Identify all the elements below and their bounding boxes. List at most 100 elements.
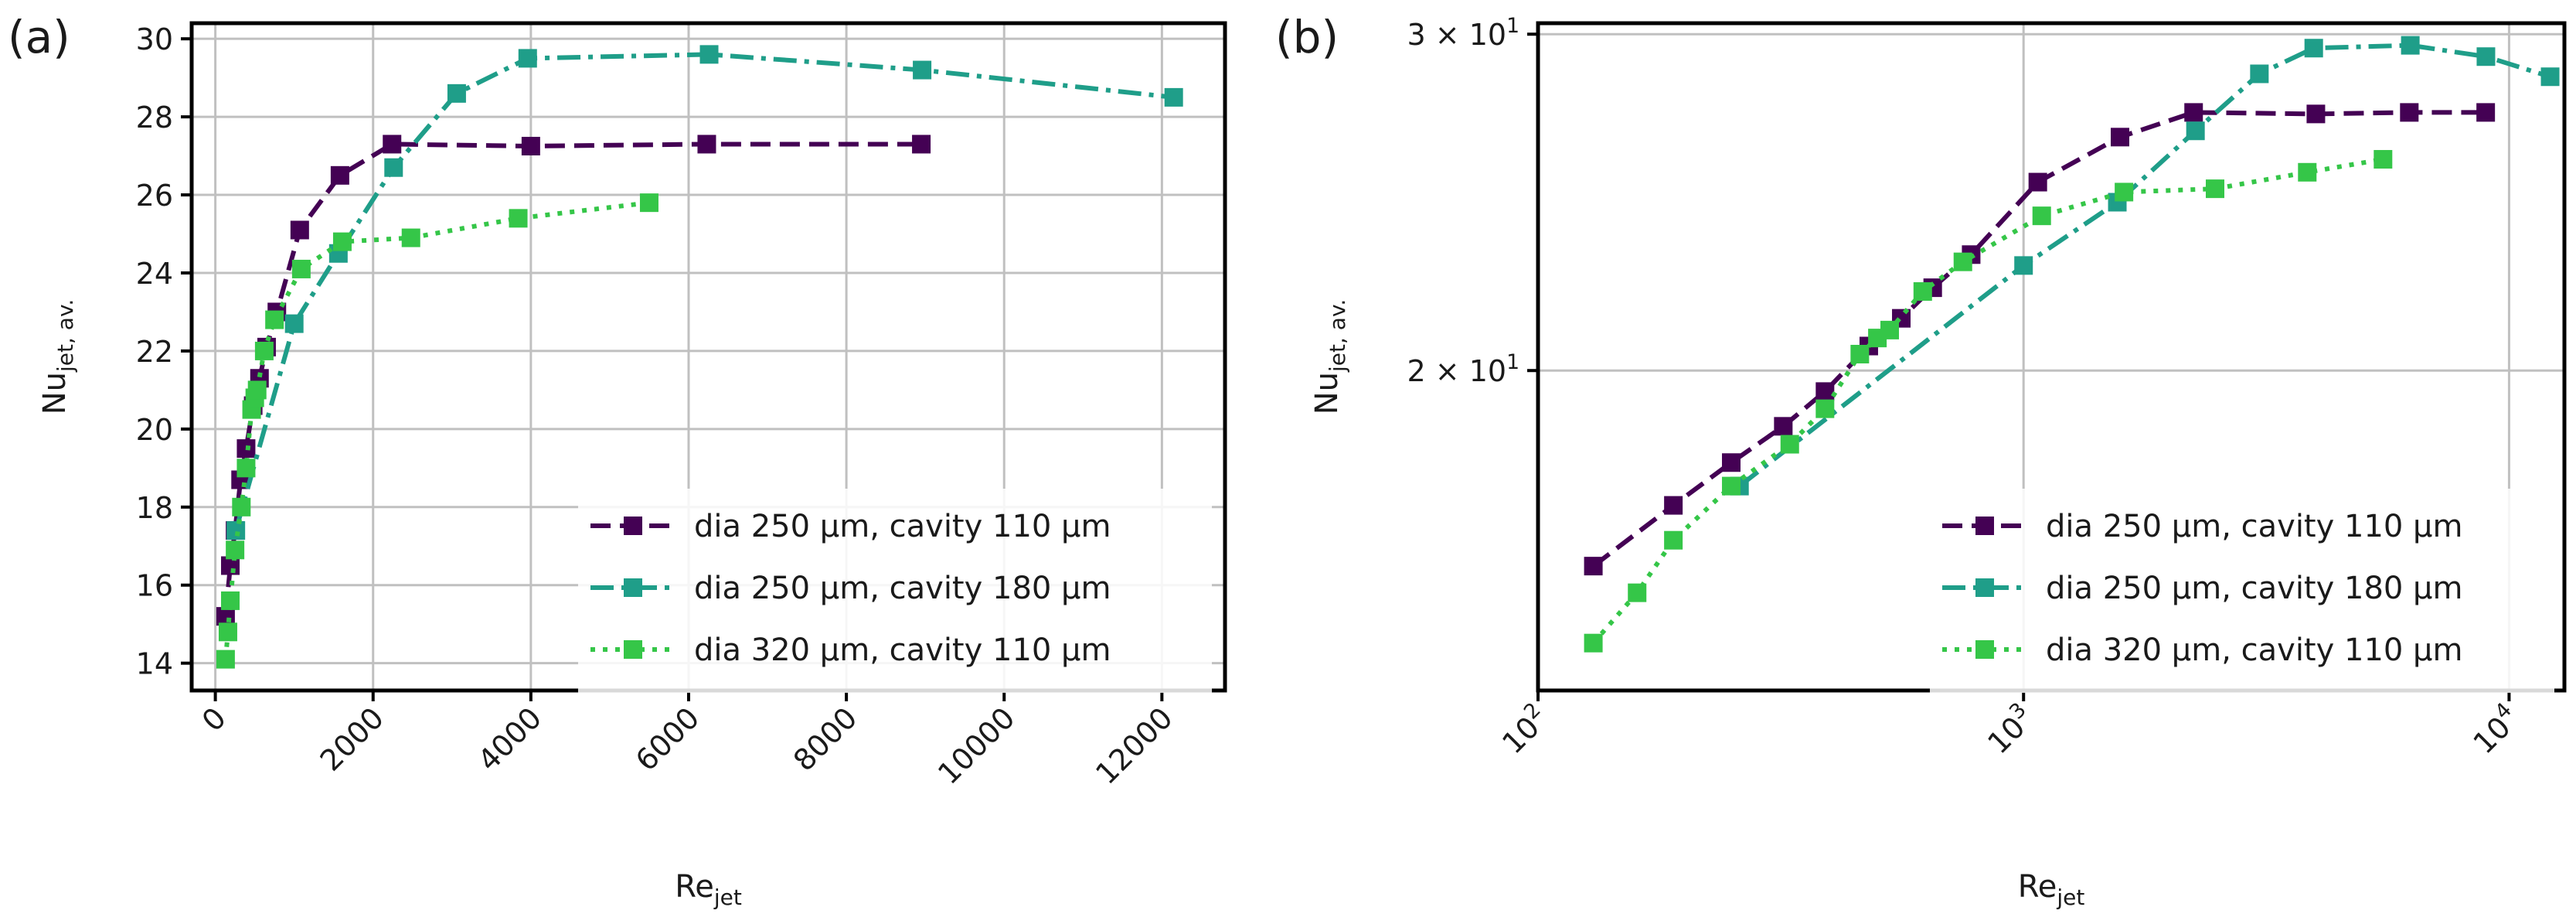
data-point	[521, 136, 540, 155]
data-point	[697, 135, 716, 154]
legend-entry: dia 250 µm, cavity 180 µm	[1942, 571, 2462, 606]
y-tick-label: 3 × 101	[1407, 14, 1519, 52]
x-tick-label: 6000	[629, 701, 706, 778]
data-point	[265, 310, 284, 329]
legend-box	[1930, 489, 2554, 693]
data-point	[384, 158, 403, 177]
y-tick-label: 20	[136, 413, 173, 447]
data-point	[332, 232, 352, 251]
series-line	[223, 200, 650, 660]
y-tick-label: 14	[136, 647, 173, 681]
y-tick-label: 18	[136, 491, 173, 525]
data-point	[2186, 121, 2205, 141]
data-point	[1664, 530, 1683, 550]
data-point	[1664, 496, 1683, 515]
legend-swatch-marker	[1975, 578, 1994, 597]
data-point	[2115, 182, 2134, 202]
data-point	[518, 49, 537, 68]
y-tick-label: 22	[136, 335, 173, 369]
data-point	[237, 459, 256, 478]
series-b-2	[1584, 150, 2393, 653]
y-tick-label: 16	[136, 569, 173, 603]
data-point	[1880, 320, 1899, 339]
legend-box	[578, 489, 1212, 693]
legend-entry: dia 320 µm, cavity 110 µm	[1942, 632, 2462, 668]
data-point	[913, 60, 932, 80]
legend-label: dia 320 µm, cavity 110 µm	[694, 632, 1111, 668]
legend-entry: dia 250 µm, cavity 110 µm	[1942, 509, 2462, 544]
data-point	[1815, 399, 1835, 418]
legend-swatch-marker	[624, 640, 642, 659]
data-point	[226, 540, 245, 560]
data-point	[2032, 206, 2051, 226]
panel-label-b: (b)	[1275, 11, 1339, 63]
legend-label: dia 250 µm, cavity 180 µm	[2046, 571, 2462, 606]
data-point	[2206, 179, 2225, 199]
data-point	[1584, 557, 1603, 576]
x-tick-label: 8000	[787, 701, 864, 778]
y-tick-label: 26	[136, 179, 173, 213]
data-point	[2250, 64, 2269, 84]
legend-label: dia 320 µm, cavity 110 µm	[2046, 632, 2462, 668]
data-point	[1780, 435, 1799, 454]
legend-swatch-marker	[624, 517, 642, 535]
grid-a	[192, 23, 1225, 690]
data-point	[2184, 103, 2203, 122]
series-line	[233, 52, 1174, 531]
x-axis-label-a: Rejet	[675, 869, 742, 910]
data-point	[2401, 36, 2420, 55]
legend-b: dia 250 µm, cavity 110 µm dia 250 µm, cav…	[1930, 489, 2554, 693]
x-tick-label: 10000	[931, 701, 1022, 791]
x-tick-label: 104	[2464, 698, 2527, 761]
chart-a: 0 2000 4000 6000 8000 10000 12000 14 16 18 20 22 24 2…	[37, 21, 1227, 910]
series-line	[1737, 43, 2551, 489]
x-tick-label: 103	[1979, 698, 2041, 761]
data-point	[1628, 583, 1647, 602]
data-point	[2028, 172, 2047, 192]
x-tick-label: 102	[1493, 698, 1556, 761]
data-point	[2298, 162, 2317, 182]
data-point	[447, 84, 466, 103]
y-tick-label: 30	[136, 22, 173, 56]
series-a-1	[226, 45, 1183, 540]
data-point	[2374, 150, 2393, 169]
legend-label: dia 250 µm, cavity 110 µm	[694, 509, 1111, 544]
data-point	[232, 497, 251, 517]
data-point	[383, 135, 402, 154]
y-tick-label: 2 × 101	[1407, 350, 1519, 388]
data-point	[699, 45, 719, 64]
legend-a: dia 250 µm, cavity 110 µm dia 250 µm, cav…	[578, 489, 1212, 693]
legend-swatch-marker	[624, 578, 642, 597]
data-point	[1850, 344, 1870, 363]
data-point	[254, 341, 274, 360]
data-point	[216, 650, 235, 669]
data-point	[912, 135, 931, 154]
y-tick-label: 28	[136, 101, 173, 135]
y-tick-label: 24	[136, 257, 173, 291]
data-point	[290, 220, 309, 240]
panel-label-a: (a)	[8, 11, 70, 63]
legend-swatch-marker	[1975, 640, 1994, 659]
data-point	[401, 228, 420, 247]
legend-swatch-marker	[1975, 517, 1994, 535]
data-point	[2476, 47, 2496, 66]
series-b-1	[1730, 36, 2560, 496]
series-line	[1591, 110, 2486, 568]
data-point	[1721, 453, 1741, 472]
data-point	[284, 314, 304, 333]
y-axis-label-b: Nujet, av.	[1309, 299, 1350, 415]
data-point	[226, 521, 246, 540]
data-point	[247, 380, 267, 400]
data-point	[2014, 256, 2033, 275]
data-point	[330, 165, 349, 185]
data-point	[2400, 103, 2419, 122]
data-point	[1164, 87, 1183, 107]
data-point	[218, 622, 237, 642]
legend-label: dia 250 µm, cavity 180 µm	[694, 571, 1111, 606]
data-point	[2476, 103, 2496, 122]
x-tick-label: 4000	[471, 701, 549, 778]
data-point	[639, 193, 658, 213]
legend-entry: dia 250 µm, cavity 110 µm	[590, 509, 1111, 544]
legend-entry: dia 250 µm, cavity 180 µm	[590, 571, 1111, 606]
